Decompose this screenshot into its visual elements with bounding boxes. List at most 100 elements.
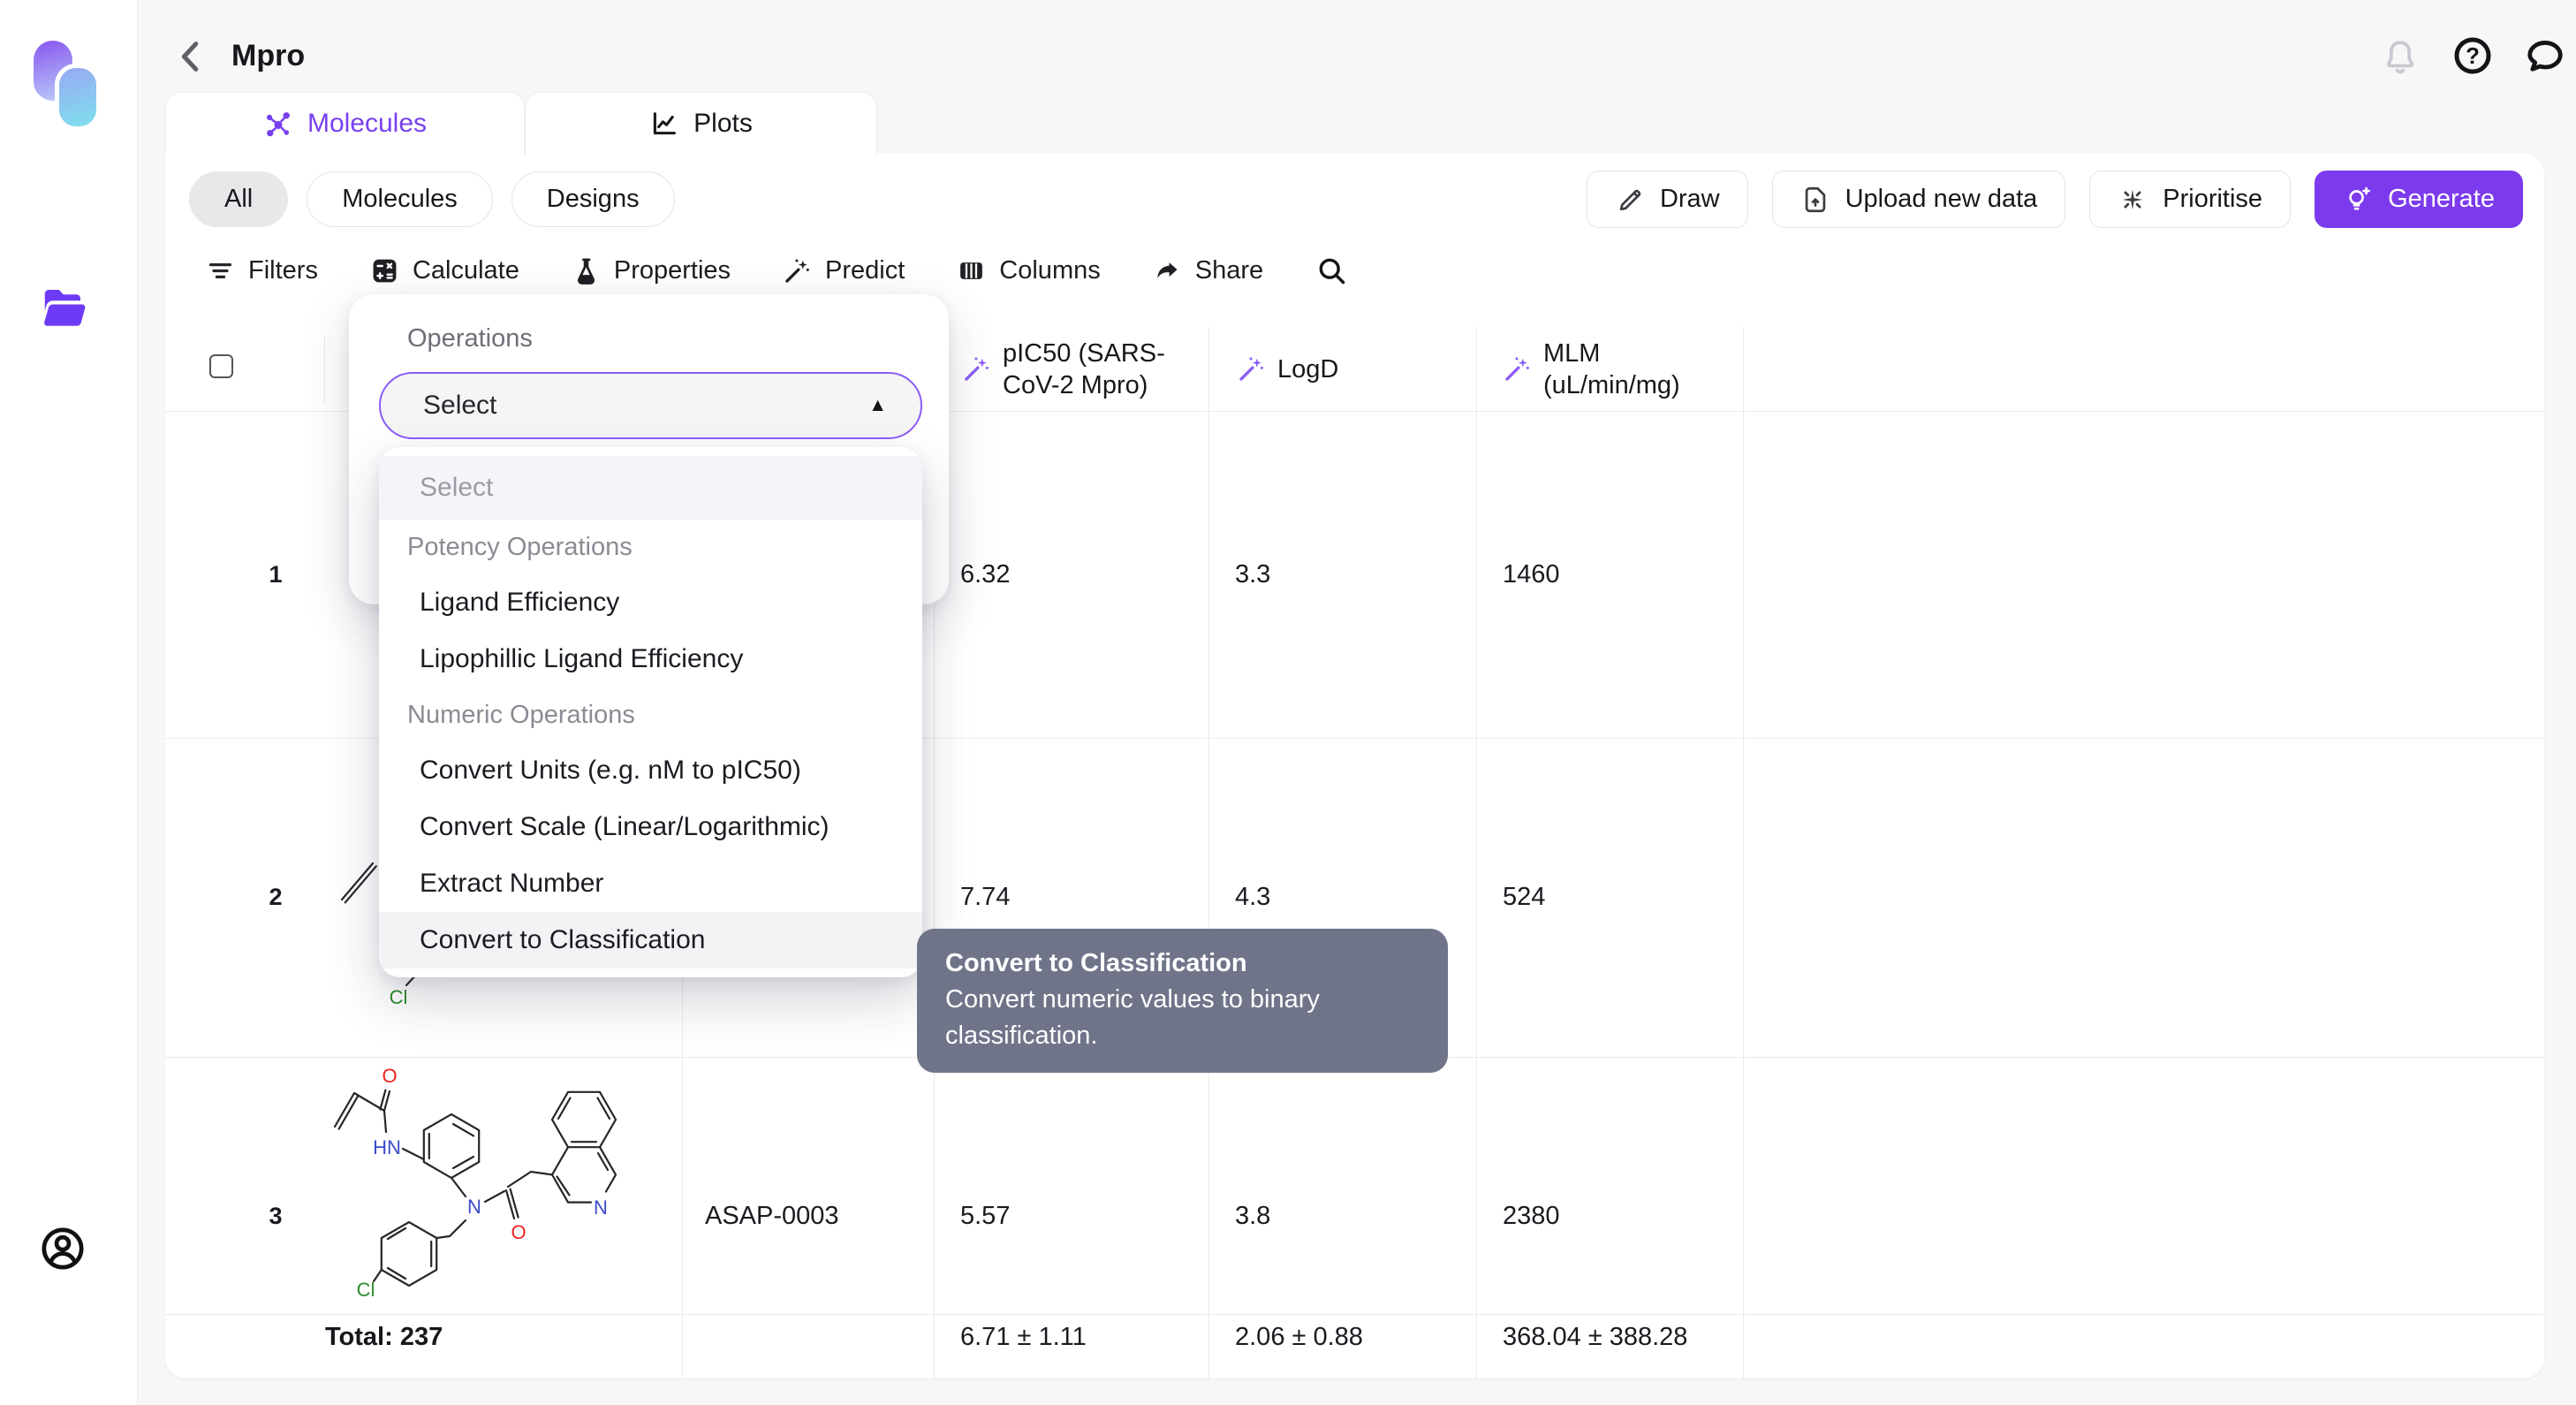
table-toolbar: Filters Calculate (206, 243, 1347, 298)
properties-button[interactable]: Properties (572, 256, 731, 285)
calculator-icon (373, 259, 397, 282)
menu-option-extract-number[interactable]: Extract Number (420, 869, 604, 898)
atom-label-cl: Cl (357, 1279, 375, 1300)
menu-option-ligand-efficiency[interactable]: Ligand Efficiency (420, 588, 620, 617)
column-label: pIC50 (SARS- CoV-2 Mpro) (1003, 338, 1165, 399)
svg-text:?: ? (2466, 44, 2480, 69)
cell-logd: 3.3 (1235, 559, 1271, 589)
topbar-icons: ? (2380, 35, 2565, 76)
segment-designs[interactable]: Designs (511, 171, 675, 227)
atom-label-hn: HN (373, 1136, 401, 1158)
magic-wand-icon (1239, 357, 1263, 381)
operations-label: Operations (407, 324, 533, 353)
magic-wand-icon (785, 258, 809, 283)
pencil-icon (1619, 189, 1641, 210)
app-logo-icon[interactable] (34, 41, 108, 131)
atom-label-o: O (382, 1065, 397, 1087)
cell-mlm: 2380 (1503, 1201, 1560, 1230)
cell-molecule-name: ASAP-0003 (705, 1201, 839, 1230)
atom-label-n: N (594, 1196, 608, 1219)
calculate-button[interactable]: Calculate (370, 256, 519, 285)
upload-new-data-button[interactable]: Upload new data (1771, 171, 2066, 228)
tooltip-body: Convert numeric values to binary classif… (945, 985, 1320, 1050)
menu-group-numeric: Numeric Operations (407, 700, 635, 729)
chevron-up-icon: ▲ (868, 395, 887, 415)
select-value: Select (423, 391, 497, 420)
row-index: 3 (269, 1202, 283, 1229)
molecule-icon (266, 112, 290, 137)
toolbar-label: Filters (248, 255, 318, 285)
segment-filter: All Molecules Designs (189, 171, 675, 227)
molecule-structure-partial[interactable]: Cl (333, 833, 448, 1028)
total-count: Total: 237 (325, 1322, 443, 1351)
view-tabs: Molecules Plots (165, 92, 877, 155)
operations-select[interactable]: Select ▲ (379, 372, 922, 439)
sidebar (0, 0, 138, 1405)
operations-menu: Select Potency Operations Ligand Efficie… (379, 447, 922, 977)
filter-icon (208, 262, 232, 278)
button-label: Prioritise (2163, 185, 2263, 213)
footer-pic50-stat: 6.71 ± 1.11 (960, 1322, 1087, 1351)
column-label: MLM (uL/min/mg) (1543, 338, 1680, 399)
column-header-mlm[interactable]: MLM (uL/min/mg) (1503, 327, 1732, 411)
atom-label-n: N (467, 1196, 481, 1218)
footer-mlm-stat: 368.04 ± 388.28 (1503, 1322, 1688, 1351)
tab-molecules[interactable]: Molecules (165, 92, 525, 155)
toolbar-label: Share (1194, 255, 1264, 285)
menu-option-convert-to-classification[interactable]: Convert to Classification (379, 912, 922, 968)
segment-molecules[interactable]: Molecules (307, 171, 493, 227)
atom-label-cl: Cl (390, 986, 408, 1008)
magic-wand-icon (965, 357, 989, 381)
generate-button[interactable]: Generate (2315, 171, 2523, 228)
cell-mlm: 524 (1503, 883, 1546, 911)
column-header-logd[interactable]: LogD (1237, 327, 1431, 411)
lightbulb-sparkle-icon (2349, 186, 2371, 210)
projects-folder-icon[interactable] (37, 281, 90, 334)
button-label: Generate (2388, 185, 2495, 213)
main-panel: All Molecules Designs Draw Upload new da… (165, 153, 2544, 1378)
molecule-structure[interactable]: O HN N O N Cl (317, 1065, 671, 1300)
select-all-checkbox[interactable] (209, 354, 233, 378)
tab-label: Plots (693, 109, 753, 138)
logo-capsule (55, 64, 101, 131)
share-button[interactable]: Share (1153, 256, 1263, 285)
filters-button[interactable]: Filters (206, 256, 318, 285)
cell-mlm: 1460 (1503, 559, 1560, 589)
share-arrow-icon (1157, 262, 1178, 277)
cell-logd: 3.8 (1235, 1201, 1271, 1230)
page-title: Mpro (231, 39, 306, 72)
cell-pic50: 6.32 (960, 559, 1011, 589)
row-index: 1 (269, 560, 283, 588)
button-label: Upload new data (1845, 185, 2038, 213)
toolbar-label: Properties (613, 255, 731, 285)
upload-file-icon (1805, 186, 1825, 212)
menu-option-convert-scale[interactable]: Convert Scale (Linear/Logarithmic) (420, 812, 830, 841)
draw-button[interactable]: Draw (1586, 171, 1748, 228)
chat-icon[interactable] (2525, 35, 2565, 76)
bell-icon[interactable] (2380, 35, 2421, 76)
tab-label: Molecules (307, 109, 428, 138)
toolbar-label: Predict (825, 255, 905, 285)
help-icon[interactable]: ? (2452, 35, 2493, 76)
cell-logd: 4.3 (1235, 883, 1271, 911)
tooltip-title: Convert to Classification (945, 949, 1247, 977)
back-button[interactable] (171, 34, 212, 80)
account-icon[interactable] (39, 1225, 87, 1272)
toolbar-label: Calculate (412, 255, 519, 285)
tab-plots[interactable]: Plots (525, 92, 877, 155)
toolbar-label: Columns (999, 255, 1101, 285)
prioritise-button[interactable]: Prioritise (2089, 171, 2292, 228)
menu-option-lipophillic-ligand-efficiency[interactable]: Lipophillic Ligand Efficiency (420, 644, 744, 673)
flask-icon (577, 257, 595, 285)
predict-button[interactable]: Predict (783, 256, 905, 285)
search-icon[interactable] (1315, 254, 1347, 286)
columns-button[interactable]: Columns (957, 255, 1101, 285)
column-header-pic50[interactable]: pIC50 (SARS- CoV-2 Mpro) (962, 327, 1192, 411)
segment-all[interactable]: All (189, 171, 289, 227)
column-label: LogD (1277, 354, 1339, 384)
chart-icon (653, 112, 677, 135)
cell-pic50: 5.57 (960, 1201, 1011, 1230)
menu-option-convert-units[interactable]: Convert Units (e.g. nM to pIC50) (420, 756, 801, 785)
menu-option-select[interactable]: Select (379, 456, 922, 520)
